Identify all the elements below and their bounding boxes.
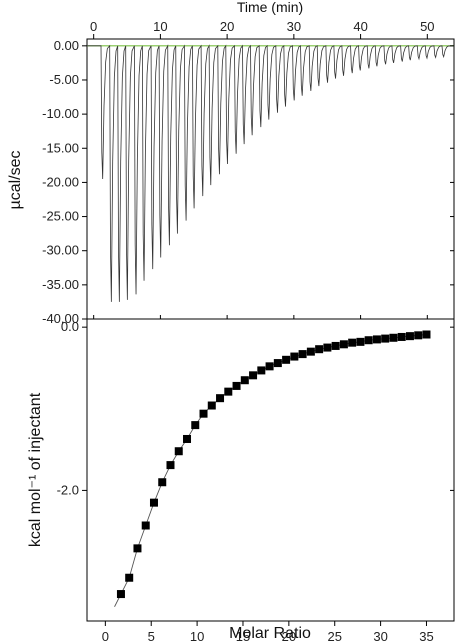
data-point <box>315 345 324 354</box>
power-tick-label: -40.00 <box>42 311 79 326</box>
data-point <box>116 590 125 599</box>
binding-isotherm-panel: 0 5 10 15 20 25 30 35 0.0 -2.0 Molar Ratio kcal … <box>27 318 455 641</box>
data-point <box>306 347 315 356</box>
molar-ratio-tick-label: 35 <box>419 629 433 641</box>
molar-ratio-tick-label: 10 <box>190 629 204 641</box>
data-point <box>348 338 357 347</box>
thermogram-panel: 0 10 20 30 40 50 0.00 -5.00 -10.00 -15.00 -20.00 -… <box>7 0 455 326</box>
molar-ratio-tick-label: 25 <box>327 629 341 641</box>
power-tick-label: -30.00 <box>42 243 79 258</box>
power-tick-label: -5.00 <box>49 72 79 87</box>
molar-ratio-tick-label: 20 <box>282 629 296 641</box>
data-point <box>249 371 258 380</box>
data-point <box>166 461 175 470</box>
data-point <box>323 343 332 352</box>
time-axis-ticks: 0 10 20 30 40 50 <box>90 19 435 319</box>
isotherm-frame <box>86 318 455 622</box>
data-point <box>298 350 307 359</box>
data-point <box>397 332 406 341</box>
data-point <box>216 394 225 403</box>
data-points <box>116 330 431 599</box>
fit-curve <box>114 334 427 607</box>
power-tick-label: -35.00 <box>42 277 79 292</box>
thermogram-trace <box>87 44 455 302</box>
molar-ratio-tick-label: 0 <box>102 629 109 641</box>
power-tick-label: 0.00 <box>54 38 79 53</box>
data-point <box>207 401 216 410</box>
data-point <box>257 366 266 375</box>
time-tick-label: 10 <box>153 19 167 34</box>
data-point <box>174 447 183 456</box>
data-point <box>158 478 167 487</box>
molar-ratio-axis-title: Molar Ratio <box>229 625 311 641</box>
data-point <box>191 421 200 430</box>
data-point <box>282 355 291 364</box>
power-tick-label: -20.00 <box>42 174 79 189</box>
data-point <box>265 362 274 371</box>
data-point <box>339 340 348 349</box>
data-point <box>422 330 431 339</box>
data-point <box>364 336 373 345</box>
data-point <box>149 498 158 507</box>
data-point <box>141 521 150 530</box>
data-point <box>331 341 340 350</box>
power-tick-label: -25.00 <box>42 209 79 224</box>
molar-ratio-tick-label: 30 <box>373 629 387 641</box>
data-point <box>125 573 134 582</box>
molar-ratio-axis-ticks: 0 5 10 15 20 25 30 35 <box>102 621 434 641</box>
data-point <box>290 352 299 361</box>
enthalpy-axis-title: kcal mol⁻¹ of injectant <box>27 392 44 547</box>
time-tick-label: 30 <box>287 19 301 34</box>
enthalpy-axis-ticks: 0.0 -2.0 <box>57 319 454 497</box>
power-axis-ticks: 0.00 -5.00 -10.00 -15.00 -20.00 -25.00 -30.00 -… <box>42 38 454 326</box>
time-tick-label: 0 <box>90 19 97 34</box>
data-point <box>273 359 282 368</box>
time-axis-title: Time (min) <box>237 0 303 15</box>
molar-ratio-tick-label: 5 <box>148 629 155 641</box>
time-tick-label: 50 <box>420 19 434 34</box>
power-axis-title: µcal/sec <box>7 150 24 209</box>
data-point <box>199 409 208 418</box>
data-point <box>381 334 390 343</box>
data-point <box>240 376 249 385</box>
data-point <box>372 335 381 344</box>
molar-ratio-tick-label: 15 <box>236 629 250 641</box>
data-point <box>389 333 398 342</box>
power-tick-label: -15.00 <box>42 140 79 155</box>
data-point <box>414 331 423 340</box>
time-tick-label: 20 <box>220 19 234 34</box>
data-point <box>224 387 233 396</box>
enthalpy-tick-label: -2.0 <box>57 482 79 497</box>
power-tick-label: -10.00 <box>42 106 79 121</box>
data-point <box>183 434 192 443</box>
enthalpy-tick-label: 0.0 <box>61 319 79 334</box>
data-point <box>356 337 365 346</box>
time-tick-label: 40 <box>353 19 367 34</box>
data-point <box>232 381 241 390</box>
data-point <box>133 544 142 553</box>
data-point <box>405 332 414 341</box>
